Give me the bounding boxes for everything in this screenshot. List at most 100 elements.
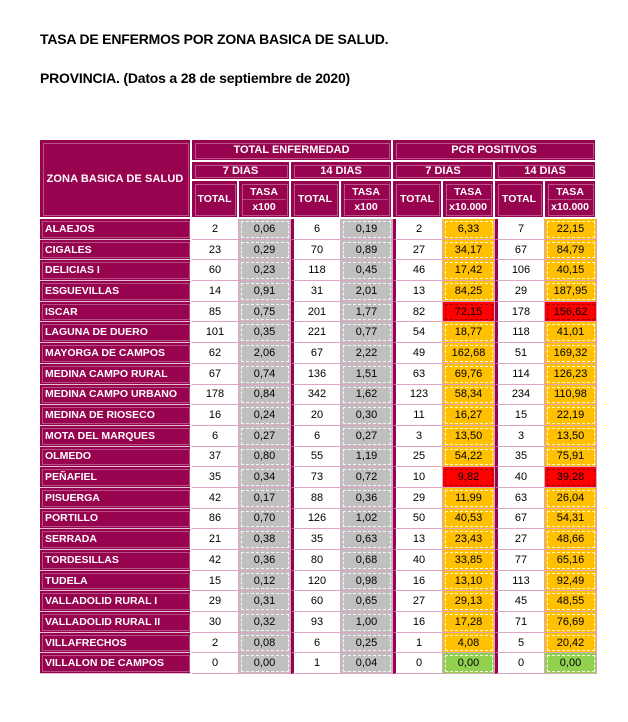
- table-row: SERRADA 21 0,38 35 0,63 13 23,43 27 48,66: [40, 529, 598, 550]
- pcr14-total-cell: 27: [495, 529, 545, 550]
- te7-rate-cell: 0,23: [239, 260, 291, 282]
- zone-cell: MOTA DEL MARQUES: [40, 425, 192, 447]
- zone-cell: OLMEDO: [40, 446, 192, 468]
- te7-rate-cell: 0,38: [239, 529, 291, 550]
- te14-total-cell: 201: [291, 301, 341, 323]
- pcr14-total-cell: 40: [495, 467, 545, 488]
- table-row: CIGALES 23 0,29 70 0,89 27 34,17 67 84,79: [40, 239, 598, 261]
- pcr7-rate-cell: 6,33: [443, 219, 495, 240]
- pcr14-total-cell: 114: [495, 363, 545, 385]
- zone-cell: MAYORGA DE CAMPOS: [40, 343, 192, 364]
- pcr7-rate-cell: 162,68: [443, 343, 495, 364]
- te7-total-cell: 23: [192, 239, 239, 261]
- pcr14-rate-cell: 0,00: [545, 653, 598, 675]
- te14-rate-cell: 0,45: [341, 260, 393, 282]
- pcr14-total-cell: 5: [495, 632, 545, 654]
- pcr7-total-cell: 29: [393, 487, 443, 509]
- table-row: VILLAFRECHOS 2 0,08 6 0,25 1 4,08 5 20,42: [40, 632, 598, 654]
- pcr14-total-cell: 67: [495, 239, 545, 261]
- pcr7-rate-cell: 17,42: [443, 260, 495, 282]
- pcr14-total-cell: 29: [495, 281, 545, 302]
- tasa-x100-label: x100: [354, 200, 378, 213]
- table-row: TUDELA 15 0,12 120 0,98 16 13,10 113 92,49: [40, 570, 598, 592]
- table-row: OLMEDO 37 0,80 55 1,19 25 54,22 35 75,91: [40, 446, 598, 468]
- pcr7-total-cell: 3: [393, 425, 443, 447]
- pcr14-total-cell: 7: [495, 219, 545, 240]
- te7-total-cell: 178: [192, 384, 239, 406]
- pcr14-total-cell: 0: [495, 653, 545, 675]
- pcr7-rate-cell: 9,82: [443, 467, 495, 488]
- te7-rate-cell: 0,74: [239, 363, 291, 385]
- measure-header-pcr7-total: TOTAL: [393, 181, 443, 219]
- table-row: VALLADOLID RURAL I 29 0,31 60 0,65 27 29,13 45 4…: [40, 591, 598, 613]
- pcr14-rate-cell: 187,95: [545, 281, 598, 302]
- health-rates-table: ZONA BASICA DE SALUD TOTAL ENFERMEDAD PC…: [40, 140, 598, 675]
- zone-cell: VALLADOLID RURAL II: [40, 612, 192, 633]
- te14-total-cell: 80: [291, 550, 341, 571]
- te14-rate-cell: 1,62: [341, 384, 393, 406]
- pcr7-rate-cell: 29,13: [443, 591, 495, 613]
- pcr14-total-cell: 63: [495, 487, 545, 509]
- pcr7-total-cell: 46: [393, 260, 443, 282]
- pcr14-rate-cell: 26,04: [545, 487, 598, 509]
- pcr7-total-cell: 123: [393, 384, 443, 406]
- te14-rate-cell: 0,36: [341, 487, 393, 509]
- zone-cell: DELICIAS I: [40, 260, 192, 282]
- te7-total-cell: 21: [192, 529, 239, 550]
- te7-total-cell: 35: [192, 467, 239, 488]
- pcr14-rate-cell: 20,42: [545, 632, 598, 654]
- table-row: VALLADOLID RURAL II 30 0,32 93 1,00 16 17,28 71…: [40, 612, 598, 633]
- pcr7-total-cell: 1: [393, 632, 443, 654]
- te14-total-cell: 31: [291, 281, 341, 302]
- te14-total-cell: 6: [291, 632, 341, 654]
- te7-rate-cell: 0,36: [239, 550, 291, 571]
- tasa-x10000-label: x10.000: [449, 200, 487, 213]
- table-row: MAYORGA DE CAMPOS 62 2,06 67 2,22 49 162,68 51 1…: [40, 343, 598, 364]
- pcr7-total-cell: 40: [393, 550, 443, 571]
- tasa-x100-label: x100: [252, 200, 276, 213]
- zone-cell: VALLADOLID RURAL I: [40, 591, 192, 613]
- pcr7-total-cell: 13: [393, 281, 443, 302]
- pcr7-rate-cell: 69,76: [443, 363, 495, 385]
- header-period-row: 7 DIAS 14 DIAS 7 DIAS 14 DIAS: [40, 162, 598, 181]
- zone-cell: PORTILLO: [40, 508, 192, 530]
- pcr7-total-cell: 25: [393, 446, 443, 468]
- te14-rate-cell: 0,89: [341, 239, 393, 261]
- header-group-row: ZONA BASICA DE SALUD TOTAL ENFERMEDAD PC…: [40, 140, 598, 219]
- te7-total-cell: 29: [192, 591, 239, 613]
- pcr7-total-cell: 13: [393, 529, 443, 550]
- pcr14-total-cell: 234: [495, 384, 545, 406]
- te7-rate-cell: 0,35: [239, 322, 291, 344]
- measure-header-pcr14-tasa: TASA x10.000: [545, 181, 598, 219]
- te7-rate-cell: 0,31: [239, 591, 291, 613]
- pcr14-total-cell: 118: [495, 322, 545, 344]
- te7-rate-cell: 0,08: [239, 632, 291, 654]
- te7-total-cell: 0: [192, 653, 239, 675]
- pcr14-rate-cell: 22,19: [545, 405, 598, 426]
- pcr7-rate-cell: 72,15: [443, 301, 495, 323]
- pcr14-rate-cell: 126,23: [545, 363, 598, 385]
- pcr14-rate-cell: 40,15: [545, 260, 598, 282]
- te14-total-cell: 93: [291, 612, 341, 633]
- pcr7-total-cell: 82: [393, 301, 443, 323]
- te14-total-cell: 60: [291, 591, 341, 613]
- te14-rate-cell: 1,77: [341, 301, 393, 323]
- te7-total-cell: 86: [192, 508, 239, 530]
- table-row: MEDINA DE RIOSECO 16 0,24 20 0,30 11 16,27 15 22…: [40, 405, 598, 426]
- te14-total-cell: 342: [291, 384, 341, 406]
- pcr14-rate-cell: 76,69: [545, 612, 598, 633]
- pcr7-rate-cell: 4,08: [443, 632, 495, 654]
- zone-cell: PISUERGA: [40, 487, 192, 509]
- table-row: ESGUEVILLAS 14 0,91 31 2,01 13 84,25 29 187,95: [40, 281, 598, 302]
- te14-rate-cell: 0,98: [341, 570, 393, 592]
- te14-total-cell: 20: [291, 405, 341, 426]
- group-header-total-enfermedad: TOTAL ENFERMEDAD: [192, 140, 393, 162]
- page-subtitle: PROVINCIA. (Datos a 28 de septiembre de …: [40, 70, 350, 86]
- pcr14-rate-cell: 169,32: [545, 343, 598, 364]
- measure-header-pcr14-total: TOTAL: [495, 181, 545, 219]
- te14-rate-cell: 0,65: [341, 591, 393, 613]
- pcr14-rate-cell: 110,98: [545, 384, 598, 406]
- pcr7-rate-cell: 18,77: [443, 322, 495, 344]
- pcr14-total-cell: 178: [495, 301, 545, 323]
- te7-rate-cell: 0,24: [239, 405, 291, 426]
